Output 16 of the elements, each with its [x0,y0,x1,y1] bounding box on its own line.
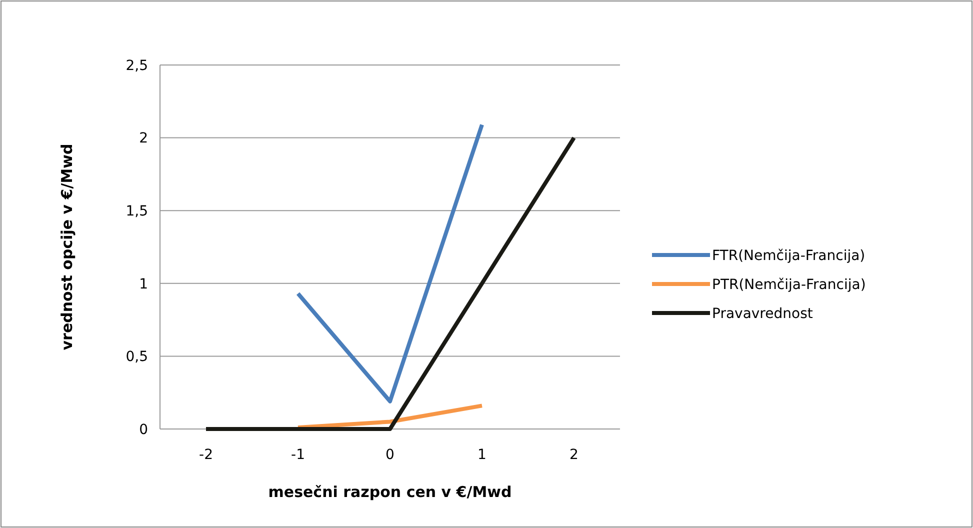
y-tick-label: 1 [139,276,148,292]
y-axis-title: vrednost opcije v €/Mwd [58,144,76,350]
y-tick-label: 0 [139,422,148,438]
legend-label: Pravavrednost [712,306,814,322]
x-tick-label: 0 [386,447,394,463]
y-tick-label: 0,5 [126,349,148,366]
x-tick-label: -1 [291,447,305,463]
y-tick-label: 2 [139,130,148,147]
y-tick-label: 2,5 [126,58,148,74]
x-axis-title: mesečni razpon cen v €/Mwd [268,483,512,501]
legend-label: FTR(Nemčija-Francija) [712,248,866,264]
x-tick-label: 2 [570,447,578,463]
x-tick-label: -2 [199,447,213,463]
legend-label: PTR(Nemčija-Francija) [712,276,866,293]
x-tick-label: 1 [478,447,486,463]
y-tick-label: 1,5 [126,204,148,220]
